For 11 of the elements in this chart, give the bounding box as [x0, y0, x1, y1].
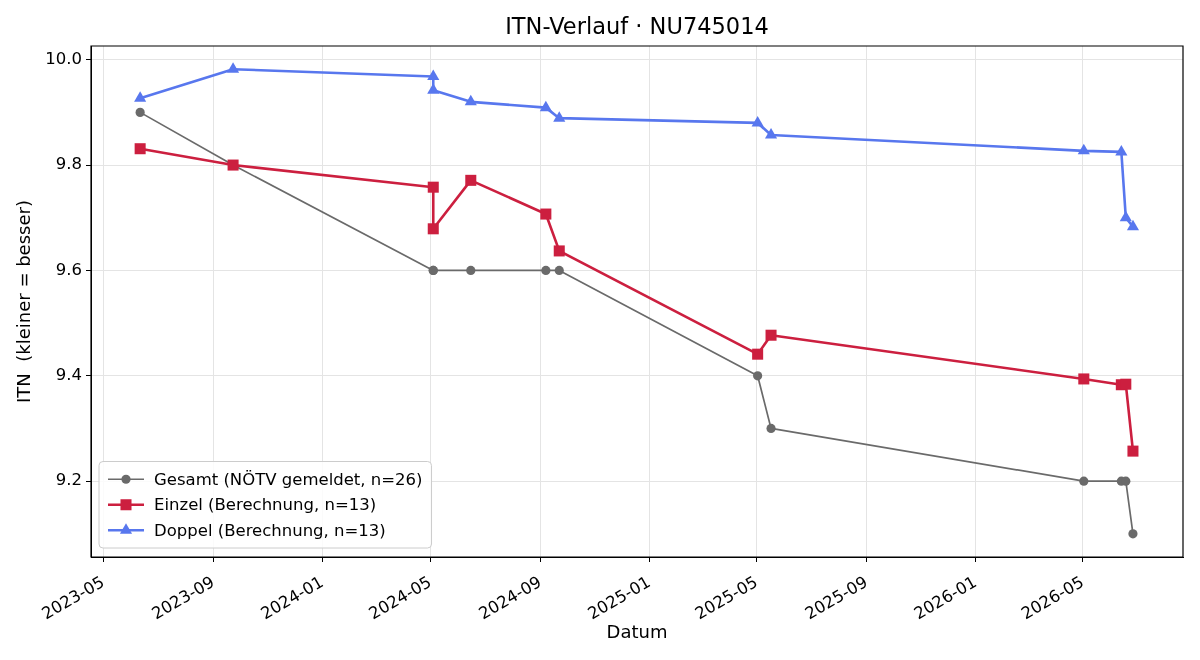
- y-axis-title: ITN (kleiner = besser): [13, 200, 35, 403]
- legend-label: Doppel (Berechnung, n=13): [154, 520, 386, 540]
- x-axis-title: Datum: [606, 620, 668, 642]
- y-tick-label: 9.4: [55, 365, 82, 385]
- y-tick-label: 9.6: [55, 259, 82, 279]
- y-tick-label: 9.8: [55, 154, 82, 174]
- legend-label: Einzel (Berechnung, n=13): [154, 495, 377, 515]
- legend-label: Gesamt (NÖTV gemeldet, n=26): [154, 469, 423, 489]
- y-tick-label: 10.0: [45, 48, 82, 68]
- chart-title: ITN-Verlauf · NU745014: [505, 12, 769, 39]
- y-tick-label: 9.2: [55, 470, 82, 490]
